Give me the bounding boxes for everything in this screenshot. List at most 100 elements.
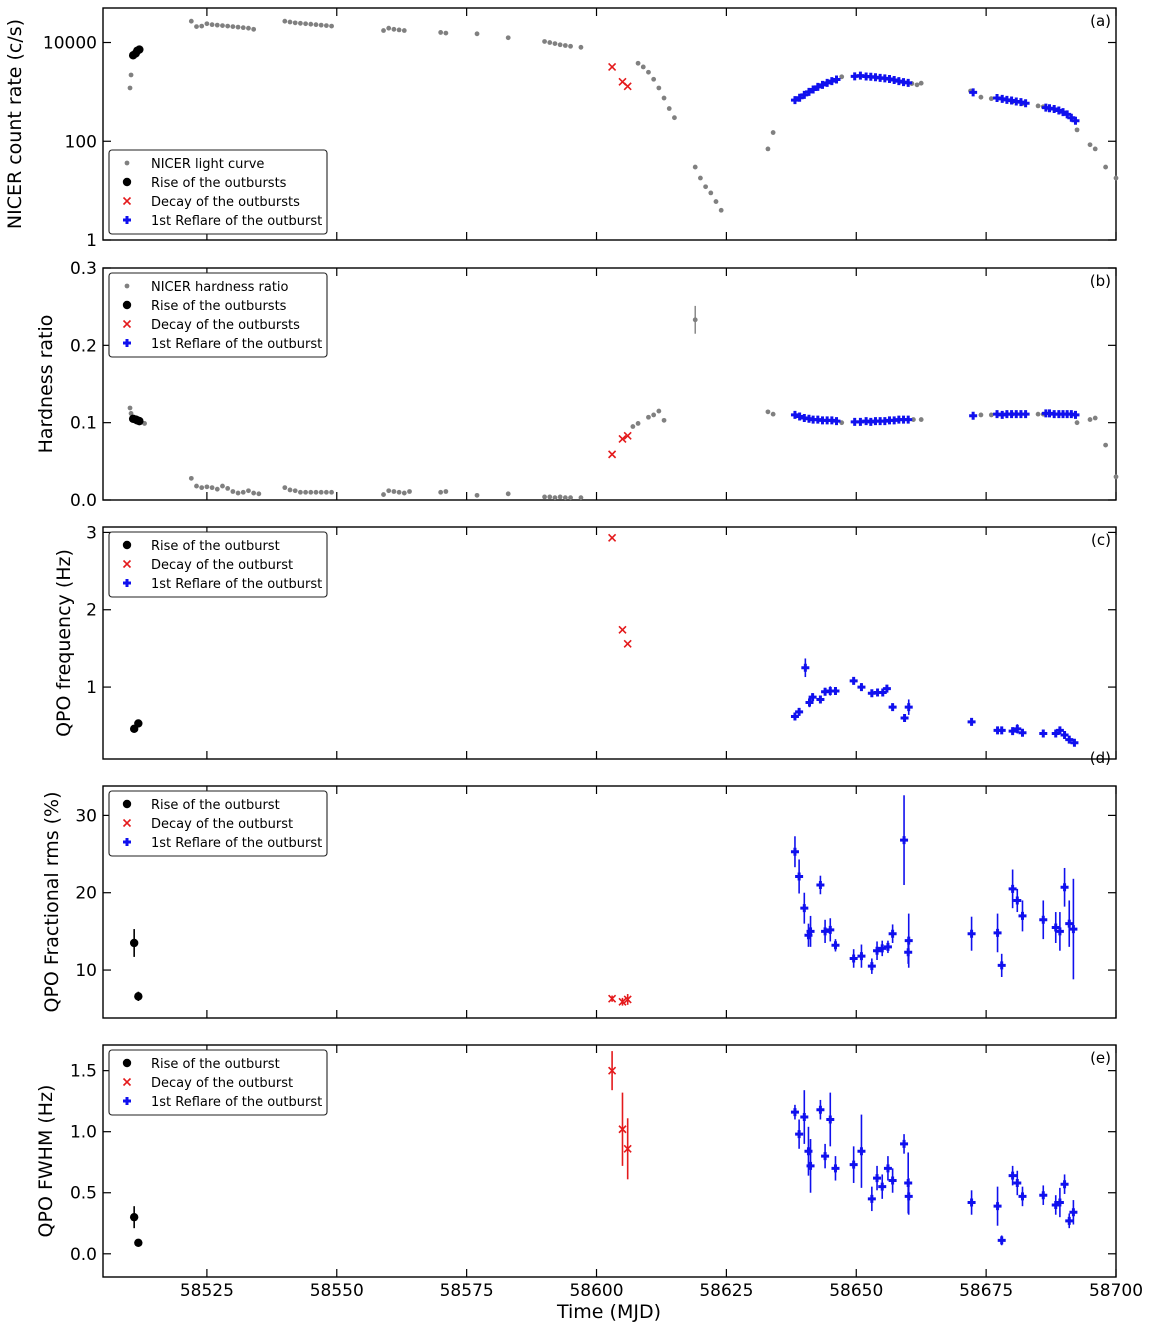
- nicer-point: [235, 490, 241, 496]
- decay-point: [623, 82, 632, 91]
- reflare-point: [900, 1139, 909, 1148]
- nicer-point: [251, 490, 257, 496]
- nicer-point: [718, 207, 724, 213]
- nicer-point: [1103, 442, 1109, 448]
- nicer-point: [635, 421, 641, 426]
- decay-point: [608, 450, 617, 459]
- panel-e: 58525 58550 58575 58600 58625 58650 58675 58700…: [35, 1044, 1143, 1301]
- rise-point: [129, 938, 139, 948]
- reflare-point: [904, 1192, 913, 1201]
- decay-point: [608, 533, 617, 542]
- legend-label: 1st Reflare of the outburst: [151, 577, 322, 592]
- nicer-point: [386, 488, 392, 494]
- legend-marker-reflare: [123, 1097, 131, 1105]
- nicer-point: [443, 30, 449, 36]
- nicer-point: [251, 26, 257, 32]
- legend-label: Rise of the outburst: [151, 1057, 280, 1072]
- nicer-point: [630, 424, 636, 429]
- nicer-point: [240, 489, 246, 495]
- nicer-point: [329, 489, 334, 495]
- nicer-point: [692, 164, 698, 170]
- rise-point: [134, 1238, 143, 1248]
- reflare-point: [816, 695, 825, 704]
- reflare-point: [857, 1147, 866, 1156]
- nicer-point: [407, 489, 412, 494]
- nicer-point: [661, 417, 667, 423]
- nicer-point: [204, 21, 210, 27]
- y-axis-label: QPO FWHM (Hz): [35, 1085, 57, 1238]
- nicer-point: [209, 485, 215, 491]
- nicer-point: [552, 41, 558, 47]
- reflare-point: [967, 929, 976, 938]
- nicer-point: [708, 190, 714, 196]
- decay-point: [623, 995, 632, 1004]
- reflare-point: [967, 1198, 976, 1207]
- reflare-point: [1060, 731, 1069, 740]
- nicer-point: [918, 80, 924, 86]
- x-tick-label: 58650: [829, 1281, 883, 1301]
- nicer-point: [552, 495, 558, 501]
- nicer-point: [308, 489, 314, 495]
- legend-label: Decay of the outbursts: [151, 318, 300, 333]
- panel-label: (a): [1090, 12, 1111, 30]
- nicer-point: [692, 317, 698, 323]
- x-tick-label: 58525: [180, 1281, 234, 1301]
- nicer-point: [438, 489, 444, 495]
- legend-marker-decay: [122, 1077, 132, 1087]
- reflare-point: [1018, 1192, 1027, 1201]
- nicer-point: [225, 486, 231, 491]
- reflare-point: [832, 417, 841, 426]
- reflare-point: [790, 410, 799, 419]
- reflare-point: [967, 717, 976, 726]
- reflare-point: [1013, 896, 1022, 905]
- reflare-point: [904, 703, 913, 712]
- nicer-point: [308, 21, 314, 27]
- reflare-point: [1060, 1180, 1069, 1189]
- reflare-point: [1055, 1198, 1064, 1207]
- reflare-point: [993, 1202, 1002, 1211]
- legend: Rise of the outburst Decay of the outburs…: [108, 790, 328, 857]
- nicer-point: [128, 72, 134, 78]
- plot-frame: [102, 1044, 1117, 1278]
- reflare-point: [790, 847, 799, 856]
- reflare-point: [831, 941, 840, 950]
- reflare-point: [826, 1115, 835, 1124]
- nicer-point: [313, 489, 319, 495]
- legend-label: 1st Reflare of the outburst: [151, 214, 322, 229]
- plot-frame: [102, 785, 1117, 1019]
- nicer-point: [1035, 411, 1041, 417]
- legend-label: Decay of the outburst: [151, 817, 293, 832]
- nicer-point: [287, 19, 293, 25]
- nicer-point: [713, 199, 719, 204]
- nicer-point: [770, 411, 776, 417]
- legend-label: NICER hardness ratio: [151, 280, 289, 295]
- legend-label: Decay of the outbursts: [151, 195, 300, 210]
- reflare-point: [795, 412, 804, 421]
- reflare-point: [832, 75, 841, 84]
- reflare-point: [1039, 729, 1048, 738]
- nicer-point: [391, 489, 397, 494]
- plot-frame: [102, 7, 1117, 241]
- reflare-point: [1060, 883, 1069, 892]
- reflare-point: [1055, 726, 1064, 735]
- rise-point: [135, 45, 144, 54]
- reflare-point: [878, 944, 887, 953]
- nicer-point: [220, 483, 225, 489]
- legend-marker-rise: [122, 300, 132, 310]
- nicer-point: [323, 23, 329, 29]
- decay-point: [618, 997, 627, 1006]
- y-tick-label: 3: [86, 523, 97, 543]
- nicer-point: [505, 491, 511, 497]
- reflare-point: [821, 1152, 830, 1161]
- legend-label: Rise of the outbursts: [151, 299, 287, 314]
- nicer-point: [303, 489, 308, 495]
- reflare-point: [900, 714, 909, 723]
- reflare-point: [1039, 915, 1048, 924]
- reflare-point: [800, 90, 809, 99]
- nicer-point: [918, 417, 924, 422]
- nicer-point: [1087, 417, 1093, 422]
- nicer-point: [698, 175, 703, 181]
- nicer-point: [209, 22, 215, 28]
- nicer-point: [1103, 164, 1109, 170]
- x-tick-label: 58550: [310, 1281, 364, 1301]
